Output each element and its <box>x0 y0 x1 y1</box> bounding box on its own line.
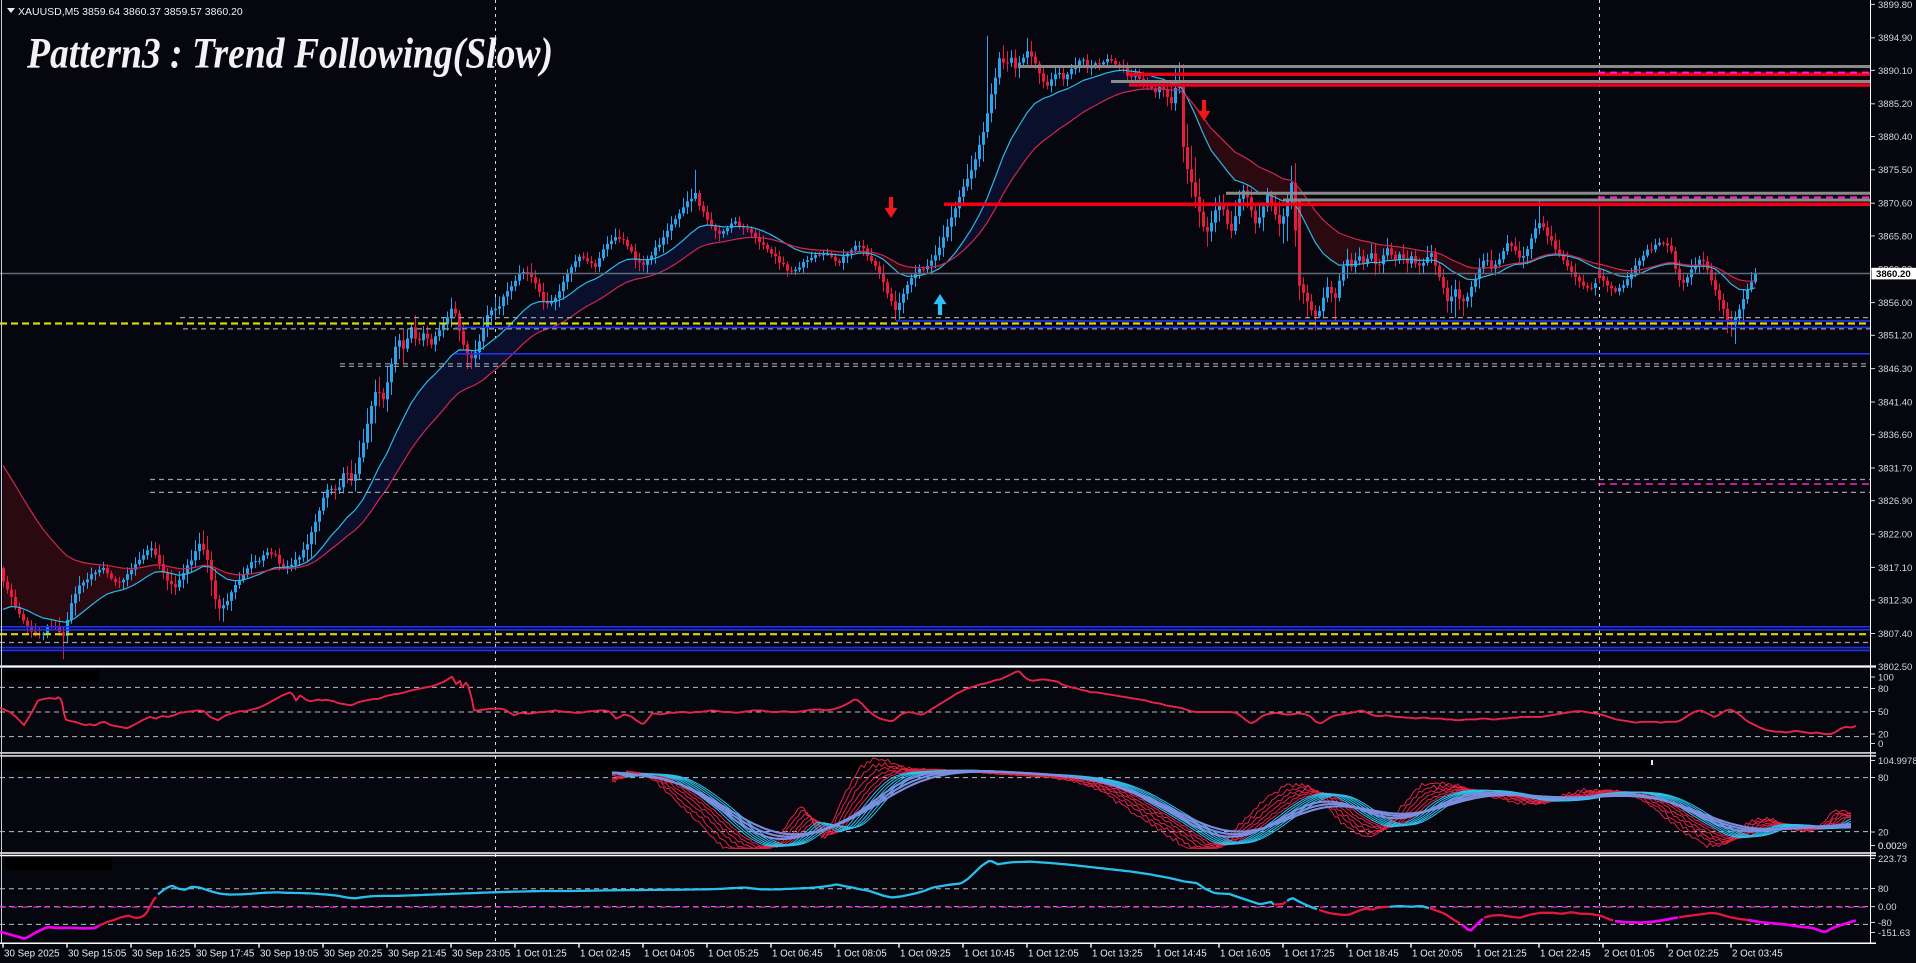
svg-text:3860.20: 3860.20 <box>1876 269 1911 280</box>
svg-text:0.0029: 0.0029 <box>1878 841 1907 852</box>
svg-text:104.9978: 104.9978 <box>1878 756 1916 767</box>
svg-text:20: 20 <box>1878 827 1889 838</box>
svg-text:3826.90: 3826.90 <box>1878 496 1912 507</box>
svg-text:0: 0 <box>1878 739 1883 750</box>
svg-text:Pattern3 : Trend Following(Slo: Pattern3 : Trend Following(Slow) <box>26 31 553 78</box>
svg-text:30 Sep 16:25: 30 Sep 16:25 <box>132 949 191 960</box>
svg-text:30 Sep 21:45: 30 Sep 21:45 <box>388 949 447 960</box>
svg-text:3836.60: 3836.60 <box>1878 430 1912 441</box>
svg-text:1 Oct 21:25: 1 Oct 21:25 <box>1476 949 1527 960</box>
svg-text:1 Oct 02:45: 1 Oct 02:45 <box>580 949 631 960</box>
svg-text:3885.20: 3885.20 <box>1878 99 1912 110</box>
svg-text:XAUUSD,M5 3859.64 3860.37 385: XAUUSD,M5 3859.64 3860.37 3859.57 3860.2… <box>18 6 243 18</box>
svg-text:1 Oct 10:45: 1 Oct 10:45 <box>964 949 1015 960</box>
svg-text:3865.80: 3865.80 <box>1878 231 1912 242</box>
svg-text:1 Oct 04:05: 1 Oct 04:05 <box>644 949 695 960</box>
svg-text:1 Oct 01:25: 1 Oct 01:25 <box>516 949 567 960</box>
svg-text:-80: -80 <box>1878 918 1892 929</box>
svg-text:3899.80: 3899.80 <box>1878 0 1912 11</box>
svg-text:30 Sep 15:05: 30 Sep 15:05 <box>68 949 127 960</box>
svg-text:1 Oct 16:05: 1 Oct 16:05 <box>1220 949 1271 960</box>
svg-text:3846.30: 3846.30 <box>1878 364 1912 375</box>
svg-text:80: 80 <box>1878 884 1889 895</box>
svg-text:3870.60: 3870.60 <box>1878 199 1912 210</box>
svg-text:-151.63: -151.63 <box>1878 928 1910 939</box>
svg-text:80: 80 <box>1878 773 1889 784</box>
svg-text:30 Sep 20:25: 30 Sep 20:25 <box>324 949 383 960</box>
svg-text:3841.40: 3841.40 <box>1878 397 1912 408</box>
svg-text:1 Oct 08:05: 1 Oct 08:05 <box>836 949 887 960</box>
svg-text:3802.50: 3802.50 <box>1878 662 1912 673</box>
svg-text:0.00: 0.00 <box>1878 841 1897 852</box>
svg-text:1 Oct 14:45: 1 Oct 14:45 <box>1156 949 1207 960</box>
svg-text:50: 50 <box>1878 707 1889 718</box>
svg-text:1 Oct 20:05: 1 Oct 20:05 <box>1412 949 1463 960</box>
svg-text:30 Sep 17:45: 30 Sep 17:45 <box>196 949 255 960</box>
svg-text:3812.30: 3812.30 <box>1878 596 1912 607</box>
svg-text:3894.90: 3894.90 <box>1878 33 1912 44</box>
svg-text:1 Oct 05:25: 1 Oct 05:25 <box>708 949 759 960</box>
svg-text:2 Oct 02:25: 2 Oct 02:25 <box>1668 949 1719 960</box>
svg-text:0.00: 0.00 <box>1878 902 1897 913</box>
svg-text:30 Sep 2025: 30 Sep 2025 <box>4 949 60 960</box>
svg-text:80: 80 <box>1878 684 1889 695</box>
svg-text:3851.20: 3851.20 <box>1878 331 1912 342</box>
svg-text:20: 20 <box>1878 729 1889 740</box>
svg-text:3880.40: 3880.40 <box>1878 132 1912 143</box>
svg-text:30 Sep 19:05: 30 Sep 19:05 <box>260 949 319 960</box>
svg-text:1 Oct 09:25: 1 Oct 09:25 <box>900 949 951 960</box>
svg-text:1 Oct 22:45: 1 Oct 22:45 <box>1540 949 1591 960</box>
svg-text:3822.00: 3822.00 <box>1878 530 1912 541</box>
svg-text:2 Oct 03:45: 2 Oct 03:45 <box>1732 949 1783 960</box>
svg-text:1 Oct 18:45: 1 Oct 18:45 <box>1348 949 1399 960</box>
svg-text:1 Oct 17:25: 1 Oct 17:25 <box>1284 949 1335 960</box>
svg-text:3807.40: 3807.40 <box>1878 629 1912 640</box>
svg-text:223.73: 223.73 <box>1878 854 1907 865</box>
svg-text:3875.50: 3875.50 <box>1878 165 1912 176</box>
svg-text:3817.10: 3817.10 <box>1878 563 1912 574</box>
svg-text:3831.70: 3831.70 <box>1878 463 1912 474</box>
svg-text:1 Oct 12:05: 1 Oct 12:05 <box>1028 949 1079 960</box>
svg-text:100: 100 <box>1878 672 1894 683</box>
svg-text:2 Oct 01:05: 2 Oct 01:05 <box>1604 949 1655 960</box>
svg-text:3856.00: 3856.00 <box>1878 298 1912 309</box>
svg-text:1 Oct 06:45: 1 Oct 06:45 <box>772 949 823 960</box>
svg-text:1 Oct 13:25: 1 Oct 13:25 <box>1092 949 1143 960</box>
svg-text:3890.10: 3890.10 <box>1878 66 1912 77</box>
svg-text:30 Sep 23:05: 30 Sep 23:05 <box>452 949 511 960</box>
